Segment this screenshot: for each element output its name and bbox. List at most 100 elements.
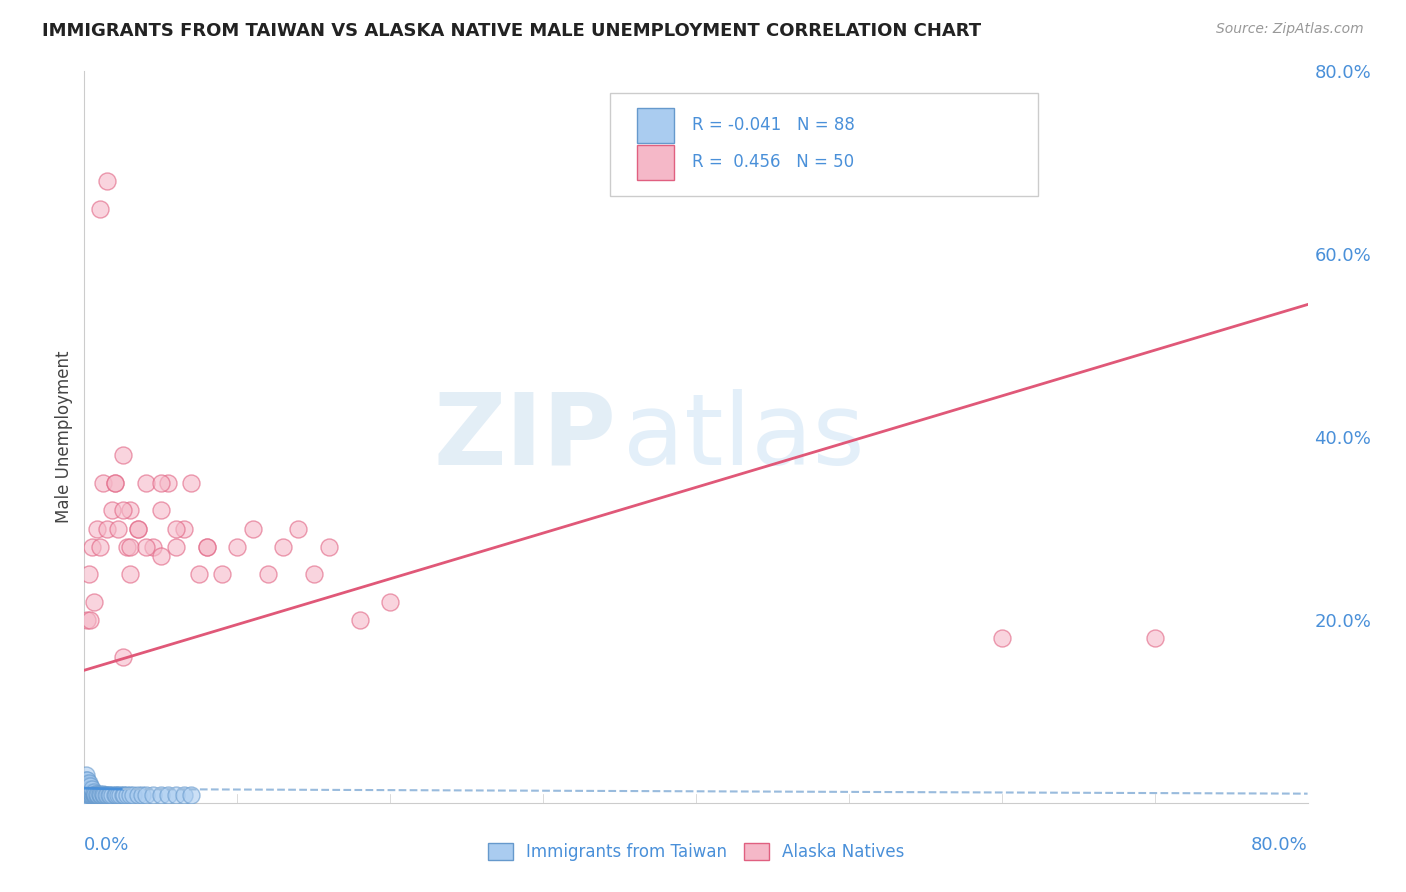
Point (76, 791, 98, 805)
Point (89, 789, 111, 803)
Legend: Immigrants from Taiwan, Alaska Natives: Immigrants from Taiwan, Alaska Natives (481, 836, 911, 868)
Point (96, 789, 118, 803)
Point (91, 789, 114, 803)
Point (80, 787, 103, 801)
Text: R =  0.456   N = 50: R = 0.456 N = 50 (692, 153, 855, 171)
Point (96, 521, 118, 535)
Point (75, 789, 97, 804)
Point (149, 789, 172, 803)
Point (90, 789, 112, 803)
Point (75, 780, 97, 794)
Point (120, 540, 142, 554)
Point (108, 789, 131, 803)
Point (76, 785, 98, 799)
Point (101, 789, 124, 803)
Point (112, 789, 135, 803)
Point (165, 540, 187, 554)
Point (80, 782, 103, 797)
Point (89, 202, 111, 216)
Point (75, 778, 97, 792)
Point (86, 521, 108, 535)
Point (1143, 632, 1166, 646)
Point (75, 787, 97, 801)
Point (287, 521, 309, 535)
Point (75, 787, 97, 801)
Point (76, 782, 98, 797)
Point (135, 475, 157, 490)
Point (111, 448, 134, 462)
Point (79, 780, 101, 794)
Point (104, 475, 127, 490)
Point (76, 787, 98, 801)
Point (318, 540, 340, 554)
Point (77, 787, 100, 801)
Bar (637, 145, 673, 179)
Point (79, 782, 101, 797)
Point (104, 789, 127, 803)
Point (188, 567, 211, 582)
Point (195, 540, 218, 554)
Point (111, 649, 134, 664)
Point (157, 789, 180, 803)
Point (98, 789, 121, 803)
Point (122, 789, 145, 803)
Point (76, 772, 98, 787)
Point (75, 775, 97, 789)
Point (107, 789, 129, 803)
Point (211, 567, 233, 582)
Point (75, 789, 97, 803)
Point (77, 775, 100, 789)
Point (127, 521, 149, 535)
Point (77, 567, 100, 582)
Point (165, 789, 187, 803)
Point (120, 503, 142, 517)
Point (302, 567, 325, 582)
Point (75, 772, 97, 787)
Point (75, 783, 97, 797)
Point (107, 521, 129, 535)
Point (79, 785, 101, 799)
Point (76, 613, 98, 627)
Point (83, 594, 105, 608)
Point (75, 768, 97, 782)
Text: 80.0%: 80.0% (1251, 836, 1308, 854)
Point (173, 521, 195, 535)
Text: ZIP: ZIP (433, 389, 616, 485)
Point (76, 782, 98, 797)
Point (115, 789, 138, 803)
Point (142, 789, 165, 803)
Point (991, 632, 1014, 646)
Point (77, 780, 100, 794)
Point (80, 540, 103, 554)
Point (380, 594, 402, 608)
Point (157, 475, 180, 490)
Point (135, 789, 157, 803)
Point (89, 787, 111, 801)
Point (242, 521, 264, 535)
Point (91, 475, 114, 490)
Point (195, 540, 218, 554)
Point (226, 540, 249, 554)
Point (75, 778, 97, 792)
Point (75, 782, 97, 797)
Point (271, 540, 294, 554)
Point (84, 789, 107, 803)
Point (80, 785, 103, 799)
Point (257, 567, 280, 582)
Point (115, 540, 138, 554)
Point (173, 789, 195, 803)
Point (76, 785, 98, 799)
Point (76, 780, 98, 794)
Point (89, 540, 111, 554)
Point (120, 567, 142, 582)
Point (131, 789, 153, 803)
Point (93, 789, 115, 803)
Point (111, 503, 134, 517)
Point (75, 791, 97, 805)
Point (77, 789, 100, 803)
Point (127, 521, 149, 535)
Point (127, 789, 149, 803)
Point (76, 780, 98, 794)
Point (142, 540, 165, 554)
Point (75, 787, 97, 801)
